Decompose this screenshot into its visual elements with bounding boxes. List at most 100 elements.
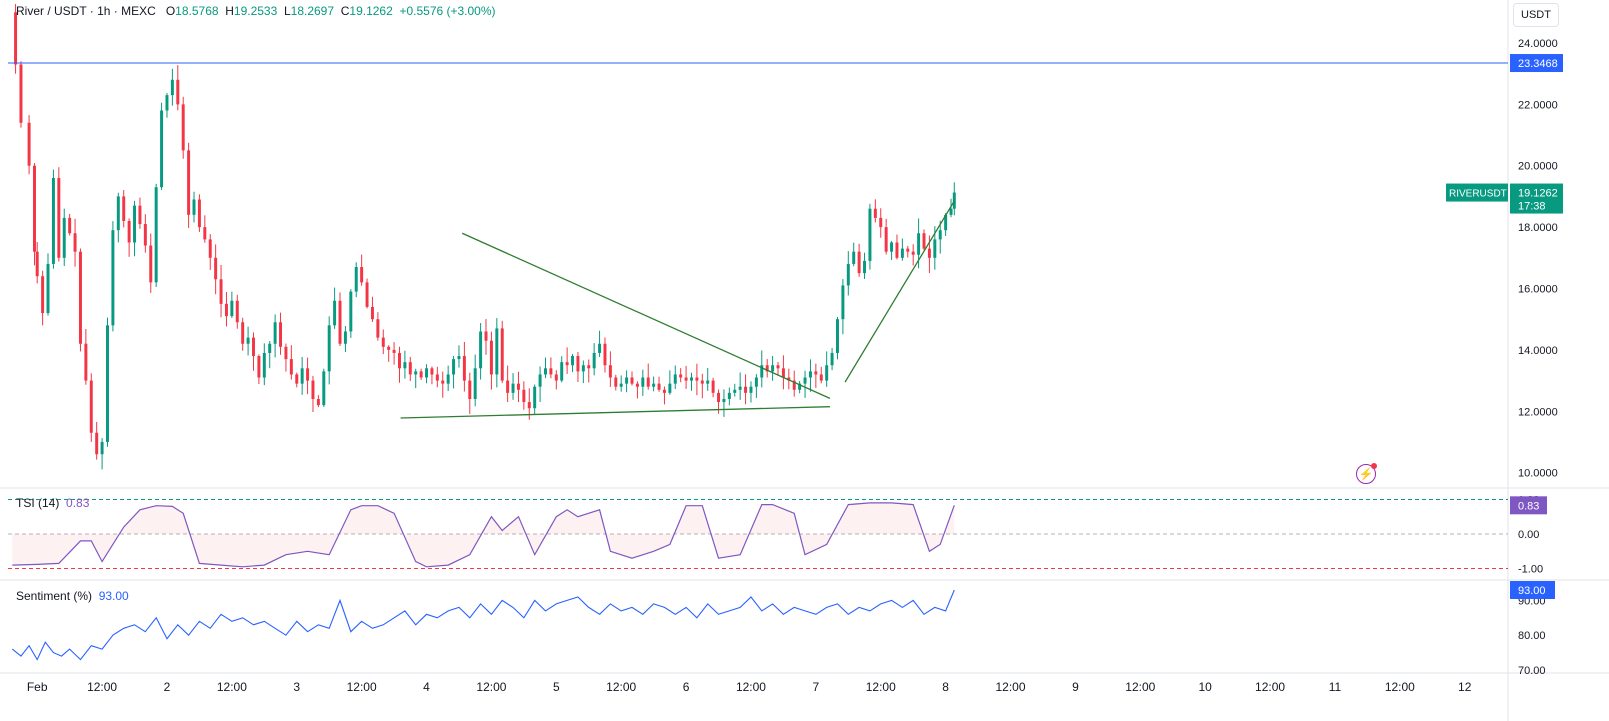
candle — [733, 383, 737, 397]
candle — [549, 357, 553, 379]
candle — [208, 234, 212, 270]
candle-body — [581, 365, 585, 372]
candle — [122, 190, 126, 228]
candle — [51, 169, 55, 269]
tsi-title: TSI (14) — [16, 496, 60, 510]
candle — [376, 312, 380, 341]
trendline[interactable] — [461, 232, 831, 399]
trendlines[interactable] — [8, 62, 1508, 419]
candle — [462, 341, 466, 392]
candle — [825, 351, 829, 387]
candle-body — [138, 205, 142, 225]
time-tick-label: 9 — [1072, 680, 1079, 694]
high-value: 19.2533 — [233, 4, 278, 18]
candle-body — [679, 374, 683, 378]
candle-body — [35, 251, 39, 277]
candle-body — [441, 380, 445, 384]
candle-body — [154, 187, 158, 283]
candle-body — [522, 389, 526, 403]
candle-body — [165, 95, 169, 111]
candle-body — [473, 368, 477, 399]
low-label: L — [283, 4, 291, 18]
candle — [841, 279, 845, 335]
candle — [819, 366, 823, 384]
candle-body — [127, 220, 131, 243]
candle — [176, 65, 180, 111]
currency-button[interactable]: USDT — [1513, 3, 1559, 27]
candle-body — [565, 362, 569, 366]
symbol-title[interactable]: River / USDT · 1h · MEXC — [16, 4, 156, 18]
candle — [836, 316, 839, 360]
candle-body — [711, 380, 715, 393]
tsi-value: 0.83 — [66, 496, 90, 510]
level-price-label: 23.3468 — [1518, 58, 1558, 70]
candle-body — [695, 377, 699, 381]
tsi-line — [12, 502, 955, 568]
candle-body — [262, 352, 266, 378]
candle — [441, 371, 445, 398]
time-tick-label: Feb — [27, 680, 48, 694]
candle-body — [949, 208, 953, 215]
price-axis[interactable]: 24.0000 22.0000 20.0000 18.0000 16.0000 14.00… — [1446, 38, 1563, 480]
candle-body — [836, 319, 839, 353]
candle — [316, 395, 320, 408]
candle — [727, 387, 731, 406]
candle-body — [89, 380, 93, 433]
candle-body — [771, 365, 775, 372]
time-tick-label: 12:00 — [87, 680, 117, 694]
candle — [154, 183, 158, 287]
candle-body — [430, 368, 434, 375]
candle — [668, 370, 672, 395]
trendline[interactable] — [844, 200, 955, 383]
countdown-label: 17:38 — [1518, 201, 1546, 213]
symbol-legend[interactable]: River / USDT · 1h · MEXC O18.5768 H19.25… — [16, 4, 496, 18]
lightning-icon[interactable]: ⚡ — [1356, 463, 1377, 484]
candle — [214, 244, 218, 295]
candle — [100, 438, 104, 470]
candle — [868, 203, 872, 270]
candle — [300, 357, 304, 395]
time-tick-label: 7 — [813, 680, 820, 694]
candle-body — [187, 150, 191, 215]
candle-body — [116, 196, 120, 231]
time-axis[interactable]: Feb 12:00 2 12:00 3 12:00 4 12:00 5 12:00 6 12:00 7 1… — [27, 680, 1472, 694]
candle — [35, 241, 39, 284]
candle-body — [316, 398, 320, 406]
candle-body — [224, 303, 228, 317]
sentiment-value-label: 93.00 — [1518, 585, 1546, 597]
candle-body — [927, 248, 931, 258]
sentiment-line — [11, 589, 955, 661]
candle — [900, 238, 904, 261]
candle — [792, 370, 796, 397]
candle — [544, 357, 547, 379]
candle-body — [100, 441, 104, 455]
candle — [241, 317, 245, 351]
candle — [911, 244, 915, 266]
tsi-pane: 1.000.00-1.000.83 — [8, 494, 1547, 576]
candle-body — [814, 371, 818, 375]
candle — [798, 380, 802, 394]
trendline[interactable] — [400, 406, 830, 419]
candle — [890, 240, 894, 260]
time-tick-label: 6 — [683, 680, 690, 694]
candle-body — [603, 343, 607, 366]
sentiment-tick-label: 70.00 — [1518, 665, 1546, 677]
candle-body — [706, 380, 710, 384]
candle-body — [906, 248, 910, 252]
candle-body — [41, 276, 45, 314]
tsi-legend[interactable]: TSI (14) 0.83 — [16, 496, 89, 510]
candle — [46, 253, 50, 316]
time-tick-label: 12:00 — [217, 680, 247, 694]
candle — [749, 381, 753, 403]
sentiment-legend[interactable]: Sentiment (%) 93.00 — [16, 589, 129, 603]
candle — [408, 356, 412, 381]
candle — [322, 368, 326, 407]
candle — [381, 329, 385, 355]
candle-body — [284, 346, 288, 360]
candle — [165, 92, 169, 118]
candle-body — [938, 230, 942, 240]
candle-body — [479, 331, 483, 369]
change-value: +0.5576 (+3.00%) — [399, 4, 496, 18]
candle-body — [635, 383, 639, 387]
